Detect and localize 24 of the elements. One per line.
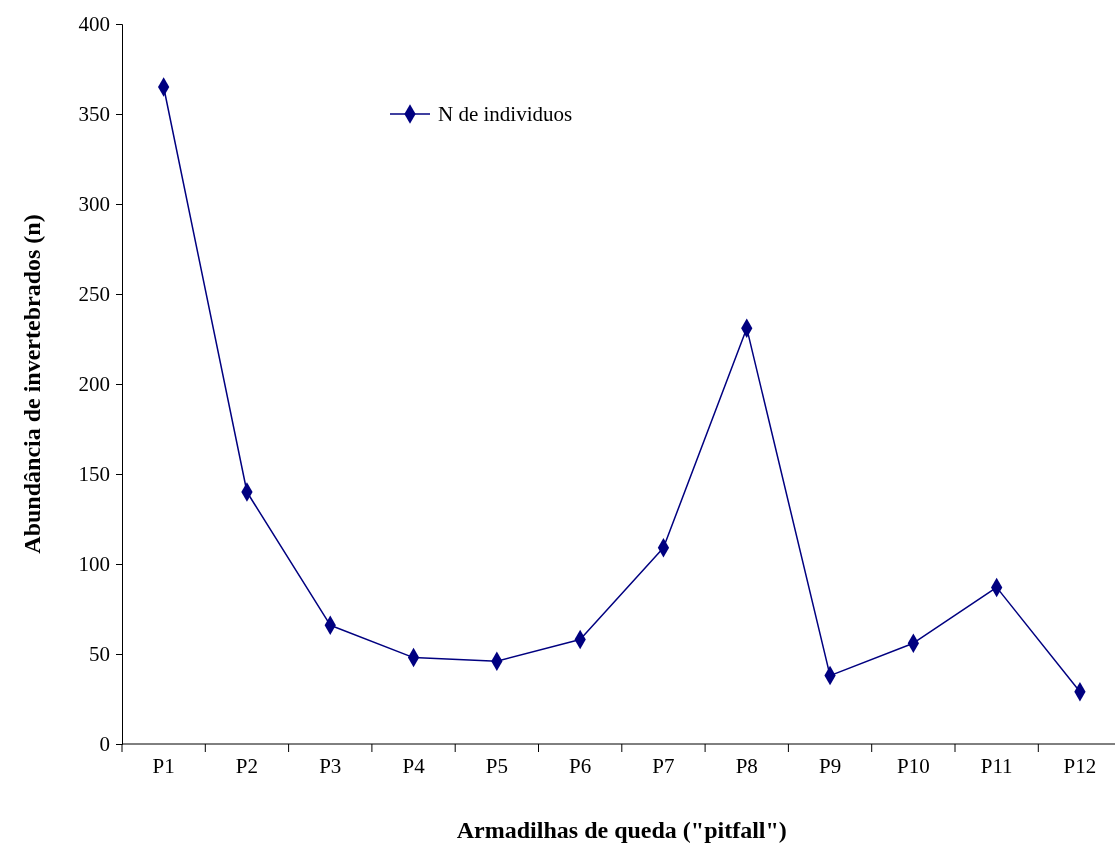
- x-tick-label: P5: [485, 753, 508, 778]
- x-tick-label: P11: [980, 753, 1013, 778]
- x-tick-label: P4: [402, 753, 426, 778]
- x-tick-label: P3: [319, 753, 342, 778]
- y-tick-label: 300: [78, 192, 110, 217]
- x-tick-label: P10: [897, 753, 930, 778]
- x-tick-label: P8: [735, 753, 758, 778]
- y-tick-label: 0: [99, 732, 110, 757]
- x-tick-label: P1: [152, 753, 175, 778]
- y-tick-label: 150: [78, 462, 110, 487]
- y-axis-title: Abundância de invertebrados (n): [19, 214, 45, 554]
- x-tick-label: P9: [818, 753, 842, 778]
- y-tick-label: 250: [78, 282, 110, 307]
- y-tick-label: 100: [78, 552, 110, 577]
- y-tick-label: 400: [78, 12, 110, 37]
- x-axis-title: Armadilhas de queda ("pitfall"): [456, 817, 787, 843]
- x-tick-label: P7: [652, 753, 675, 778]
- y-tick-label: 350: [78, 102, 110, 127]
- y-tick-label: 50: [89, 642, 110, 667]
- x-tick-label: P12: [1063, 753, 1097, 778]
- x-tick-label: P2: [235, 753, 259, 778]
- legend-label: N de individuos: [438, 102, 573, 126]
- x-tick-label: P6: [569, 753, 592, 778]
- y-tick-label: 200: [78, 372, 110, 397]
